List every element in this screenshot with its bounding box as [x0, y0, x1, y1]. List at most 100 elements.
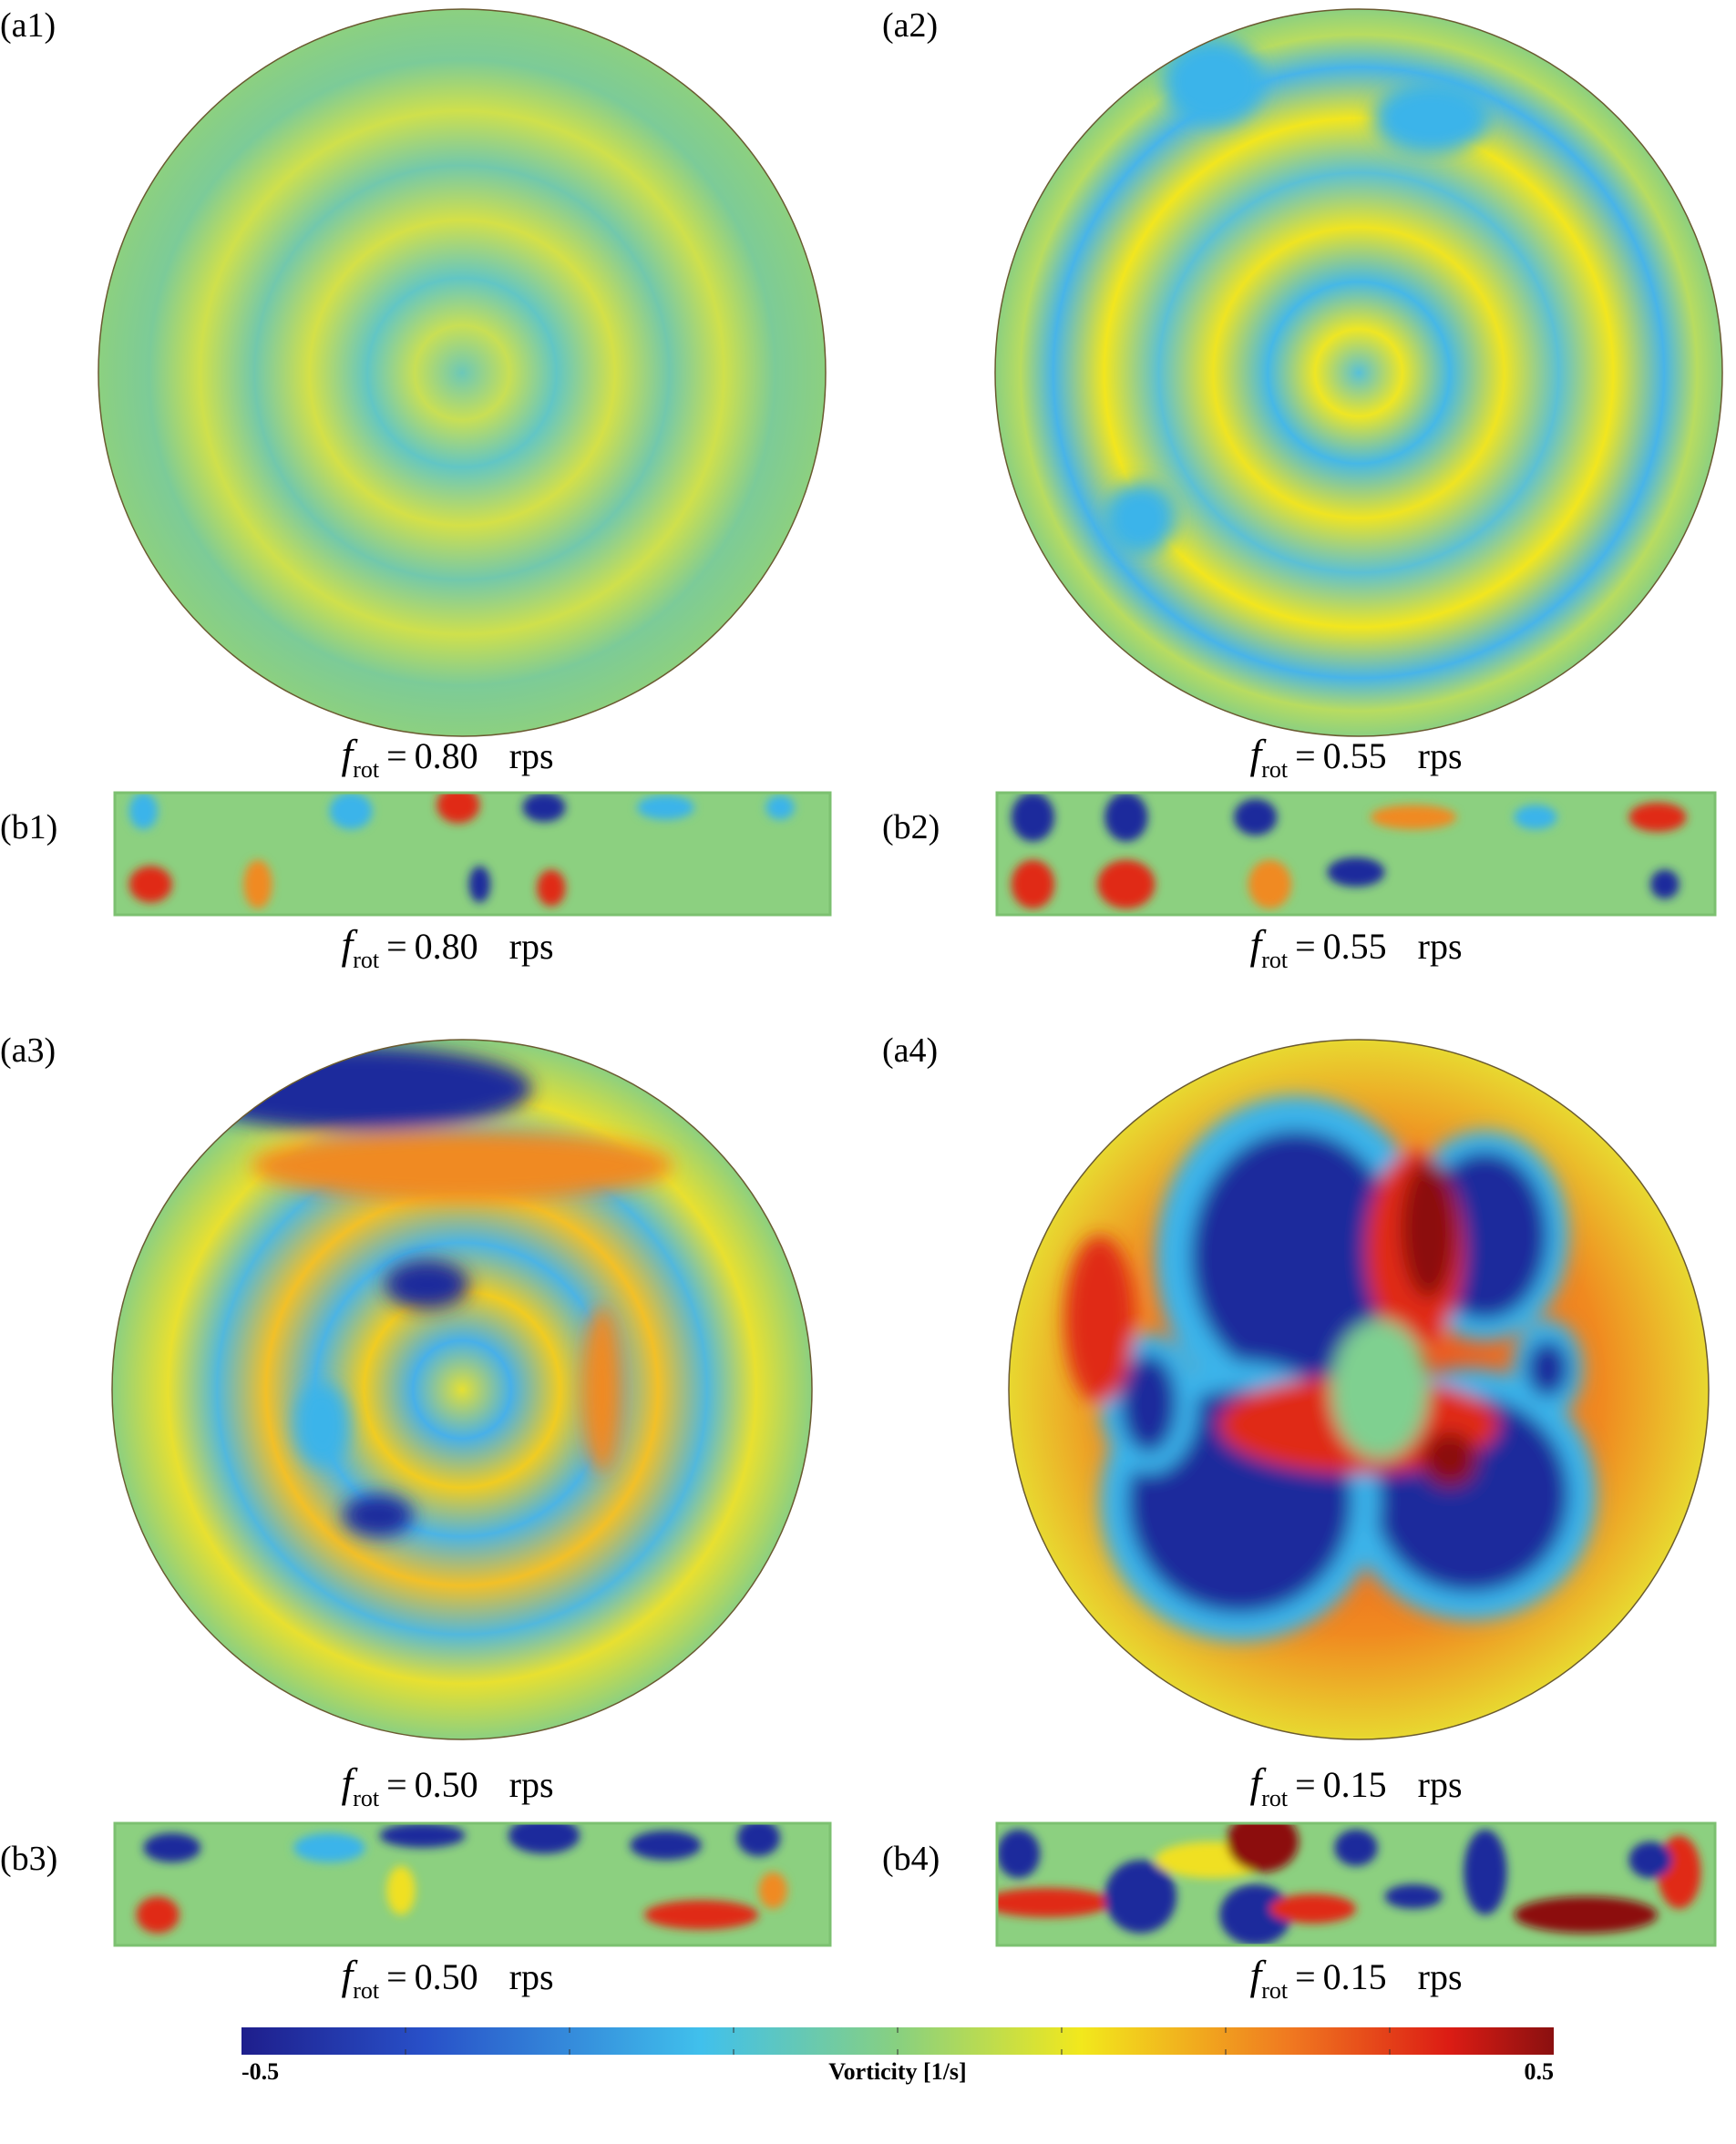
- caption-value: 0.15: [1323, 1764, 1387, 1805]
- vortex-group: [1011, 793, 1687, 909]
- vortex: [580, 1305, 623, 1474]
- vortex-group: [128, 793, 795, 909]
- boundary: [98, 8, 827, 737]
- panel: (b2)frot = 0.55 rps: [882, 791, 1717, 973]
- caption-value: 0.80: [415, 926, 478, 967]
- vortex: [243, 859, 272, 909]
- caption: frot = 0.15 rps: [1249, 1759, 1462, 1811]
- vortex: [1370, 805, 1457, 830]
- boundary: [113, 791, 832, 917]
- vortex: [385, 1259, 469, 1309]
- colorbar-max: 0.5: [1525, 2058, 1555, 2085]
- vortex: [537, 869, 566, 907]
- vortex: [1628, 802, 1687, 832]
- boundary: [113, 1821, 832, 1947]
- vortex: [343, 1494, 414, 1537]
- caption: frot = 0.80 rps: [341, 921, 553, 973]
- vortex: [293, 1832, 365, 1862]
- vortex: [329, 793, 373, 830]
- caption-value: 0.50: [415, 1956, 478, 1997]
- caption-subscript: rot: [1261, 1785, 1289, 1811]
- caption: frot = 0.55 rps: [1249, 731, 1462, 783]
- vortex: [379, 1823, 466, 1848]
- vortex: [1190, 1130, 1402, 1383]
- vortex: [1372, 81, 1490, 155]
- vortex: [128, 793, 159, 830]
- vortex: [1334, 1829, 1378, 1866]
- vortex: [637, 795, 694, 820]
- vortex: [1514, 1896, 1658, 1934]
- caption-value: 0.80: [415, 735, 478, 776]
- caption-value: 0.50: [415, 1764, 478, 1805]
- caption-subscript: rot: [353, 1977, 380, 2004]
- caption: frot = 0.50 rps: [341, 1759, 553, 1811]
- vortex: [1227, 1823, 1299, 1872]
- caption-subscript: rot: [1261, 756, 1289, 783]
- vortex: [293, 1382, 351, 1467]
- vortex: [136, 1896, 180, 1934]
- colorbar: -0.5 Vorticity [1/s] 0.5: [241, 2027, 1554, 2085]
- vortex: [1327, 857, 1385, 887]
- panel-label: (a4): [882, 1031, 938, 1070]
- vortex: [736, 1823, 781, 1857]
- panel-label: (a3): [0, 1031, 56, 1070]
- vortex: [630, 1831, 702, 1861]
- vortex: [386, 1865, 416, 1915]
- caption: frot = 0.55 rps: [1249, 921, 1462, 973]
- caption-value: 0.55: [1323, 735, 1387, 776]
- vortex: [997, 1888, 1113, 1918]
- vortex-group: [136, 1823, 787, 1934]
- vortex: [1422, 1431, 1478, 1488]
- vortex: [1219, 1884, 1292, 1945]
- vortex: [1650, 869, 1680, 899]
- vortex: [1628, 1841, 1672, 1879]
- vortex: [508, 1823, 580, 1854]
- boundary: [994, 8, 1723, 737]
- vortex: [437, 793, 480, 824]
- caption-unit: rps: [1418, 1956, 1463, 1997]
- colorbar-min: -0.5: [241, 2058, 279, 2085]
- vortex: [1104, 793, 1148, 842]
- caption-subscript: rot: [353, 947, 380, 973]
- caption-unit: rps: [1418, 1764, 1463, 1805]
- caption-unit: rps: [1418, 926, 1463, 967]
- vortex: [758, 1872, 787, 1909]
- vortex: [1120, 1354, 1177, 1453]
- panel-label: (b4): [882, 1840, 940, 1878]
- vortex: [143, 1832, 201, 1862]
- panel: (a4)frot = 0.15 rps: [882, 1031, 1710, 1811]
- vortex: [1011, 859, 1055, 909]
- boundary: [1008, 1039, 1710, 1740]
- vorticity-field: [995, 9, 1722, 736]
- panel-label: (b1): [0, 808, 57, 846]
- vortex: [1401, 1158, 1457, 1299]
- caption-unit: rps: [509, 1764, 554, 1805]
- vortex: [1162, 37, 1265, 126]
- vortex-group: [997, 1823, 1701, 1945]
- vortex: [1330, 1319, 1429, 1460]
- caption-subscript: rot: [353, 1785, 380, 1811]
- vortex: [468, 866, 491, 903]
- vorticity-field: [112, 1040, 812, 1739]
- panel: (b4) frot = 0.15 rps: [882, 1821, 1717, 2004]
- caption-relation: =: [386, 735, 407, 776]
- vortex-group: [1104, 37, 1490, 555]
- vortex: [1514, 805, 1557, 830]
- caption: frot = 0.15 rps: [1249, 1952, 1462, 2004]
- boundary: [111, 1039, 813, 1740]
- vorticity-field: [98, 9, 826, 736]
- vortex: [181, 1046, 532, 1131]
- vortex-group: [1064, 1095, 1597, 1642]
- caption-relation: =: [386, 1764, 407, 1805]
- vortex: [765, 795, 795, 820]
- panel: (b1)frot = 0.80 rps: [0, 791, 832, 973]
- panel: (a2)frot = 0.55 rps: [882, 6, 1723, 783]
- caption-unit: rps: [509, 926, 554, 967]
- vortex: [1234, 798, 1278, 836]
- caption-value: 0.55: [1323, 926, 1387, 967]
- caption-relation: =: [1295, 926, 1316, 967]
- panel-label: (a1): [0, 6, 56, 45]
- caption-unit: rps: [509, 735, 554, 776]
- vortex: [1011, 793, 1055, 842]
